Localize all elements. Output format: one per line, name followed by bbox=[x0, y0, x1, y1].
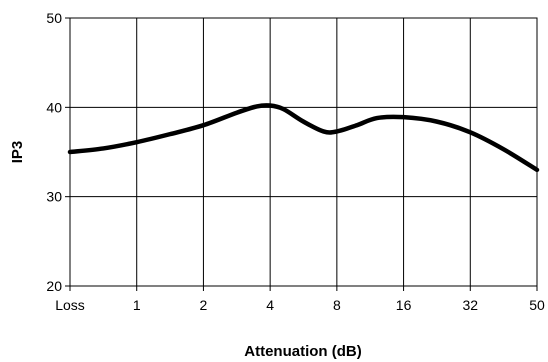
y-tick-label: 30 bbox=[46, 189, 62, 205]
x-axis-title: Attenuation (dB) bbox=[244, 343, 361, 360]
series-line bbox=[67, 103, 540, 173]
x-tick-label: Loss bbox=[55, 297, 85, 313]
plot-area bbox=[70, 18, 537, 286]
gridlines bbox=[70, 18, 537, 286]
x-tick-label: 32 bbox=[462, 297, 478, 313]
x-tick-label: 8 bbox=[333, 297, 341, 313]
y-tick-label: 40 bbox=[46, 99, 62, 115]
y-tick-label: 50 bbox=[46, 10, 62, 26]
y-tick-label: 20 bbox=[46, 278, 62, 294]
x-axis-ticks: Loss 1 2 4 8 16 32 50 bbox=[55, 286, 545, 313]
x-tick-label: 1 bbox=[133, 297, 141, 313]
x-tick-label: 50 bbox=[529, 297, 545, 313]
y-axis-title: IP3 bbox=[9, 141, 26, 164]
x-tick-label: 16 bbox=[396, 297, 412, 313]
x-tick-label: 2 bbox=[200, 297, 208, 313]
x-tick-label: 4 bbox=[266, 297, 274, 313]
y-axis-ticks: 20 30 40 50 bbox=[46, 10, 70, 294]
